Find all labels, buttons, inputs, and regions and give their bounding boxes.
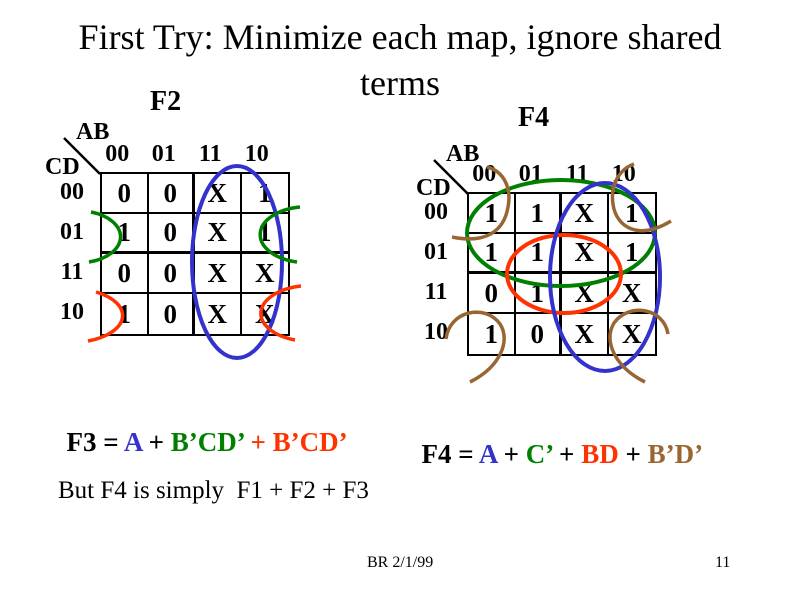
equation-f3-part: F3 =: [66, 427, 124, 457]
f4-row-header: 01: [424, 239, 448, 265]
kmap-cell: X: [255, 298, 275, 329]
f2-kmap-grid: 0 0 X 1 1 0 X 1 0 0 X X 1 0 X X: [100, 172, 290, 336]
kmap-cell: 1: [515, 194, 562, 234]
kmap-cell: X: [562, 314, 609, 354]
f4-map-label: F4: [518, 102, 550, 133]
f4-col-header: 00: [472, 161, 497, 187]
equation-f4-part: +: [552, 439, 582, 469]
f2-col-header: 00: [105, 141, 130, 167]
f2-col-header: 01: [151, 141, 176, 167]
equation-f3-part: B’CD’: [272, 427, 348, 457]
equation-f3: F3 = A + B’CD’ + B’CD’: [53, 396, 348, 458]
f2-col-header: 10: [244, 141, 269, 167]
f4-col-header: 11: [565, 161, 589, 187]
f2-col-headers: 00 01 11 10: [94, 141, 280, 168]
f4-row-headers: 00 01 11 10: [416, 192, 456, 352]
kmap-cell: 0: [102, 174, 149, 214]
slide-title-line2: terms: [360, 63, 440, 103]
f4-col-headers: 00 01 11 10: [461, 161, 647, 188]
equation-f3-part: +: [243, 427, 273, 457]
kmap-cell: 0: [516, 314, 562, 354]
f4-row-header: 11: [424, 279, 448, 305]
equation-f3-part: +: [141, 427, 171, 457]
kmap-cell: 0: [469, 274, 516, 314]
kmap-cell: 0: [102, 254, 149, 294]
f2-row-headers: 00 01 11 10: [52, 172, 92, 332]
kmap-cell: 1: [241, 214, 288, 254]
kmap-cell: X: [241, 254, 288, 294]
kmap-cell: X: [608, 274, 655, 314]
equation-f4-part: +: [618, 439, 648, 469]
kmap-cell: X: [195, 254, 242, 294]
footer-credit: BR 2/1/99: [367, 554, 434, 571]
kmap-cell: 0: [148, 254, 195, 294]
kmap-cell: 0: [148, 174, 195, 214]
kmap-cell: 1: [515, 234, 562, 274]
f4-col-header: 01: [518, 161, 543, 187]
equation-f4-part: +: [496, 439, 526, 469]
f2-row-header: 00: [60, 179, 84, 205]
kmap-cell: X: [195, 214, 242, 254]
kmap-cell: 1: [608, 194, 655, 234]
kmap-cell: 1: [102, 294, 149, 334]
equation-f4-part: C’: [525, 439, 553, 469]
kmap-cell: 1: [515, 274, 562, 314]
kmap-cell: 0: [148, 214, 195, 254]
f2-row-header: 10: [60, 299, 84, 325]
f2-col-header: 11: [198, 141, 222, 167]
kmap-cell: 1: [241, 174, 288, 214]
kmap-cell: X: [622, 318, 642, 349]
equation-f4-part: B’D’: [647, 439, 704, 469]
f2-row-header: 01: [60, 219, 84, 245]
equation-f4: F4 = A + C’ + BD + B’D’: [408, 408, 704, 470]
equation-f4-part: F4 =: [421, 439, 479, 469]
equation-f4-part: A: [478, 439, 497, 469]
kmap-cell: X: [562, 194, 609, 234]
kmap-cell: 1: [469, 194, 516, 234]
f2-map-label: F2: [150, 86, 182, 117]
kmap-cell: X: [562, 274, 609, 314]
equation-f3-part: A: [123, 427, 142, 457]
f4-kmap-grid: 1 1 X 1 1 1 X 1 0 1 X X 1 0 X X: [467, 192, 657, 356]
f2-row-header: 11: [60, 259, 84, 285]
slide-title-line1: First Try: Minimize each map, ignore sha…: [78, 17, 722, 57]
kmap-cell: X: [195, 174, 242, 214]
footer-page-number: 11: [715, 554, 731, 571]
f4-row-header: 00: [424, 199, 448, 225]
kmap-cell: X: [562, 234, 609, 274]
kmap-cell: 1: [469, 234, 516, 274]
note-line: But F4 is simply F1 + F2 + F3: [58, 477, 369, 504]
f4-row-header: 10: [424, 319, 448, 345]
equation-f4-part: BD: [581, 439, 619, 469]
kmap-cell: X: [195, 294, 242, 334]
kmap-cell: 0: [149, 294, 195, 334]
kmap-cell: 1: [469, 314, 516, 354]
kmap-cell: 1: [102, 214, 149, 254]
equation-f3-part: B’CD’: [170, 427, 244, 457]
f4-col-header: 10: [611, 161, 636, 187]
kmap-cell: 1: [608, 234, 655, 274]
